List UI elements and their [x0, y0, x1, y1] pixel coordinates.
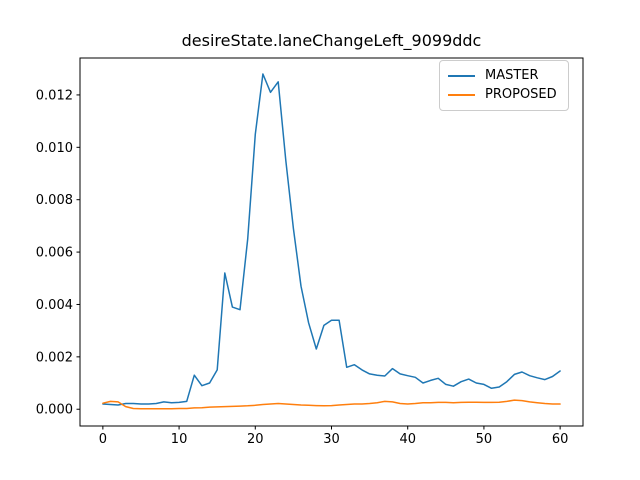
plot-border	[79, 57, 584, 427]
y-tick-label: 0.012	[36, 88, 73, 103]
proposed-line	[102, 399, 561, 410]
x-tick-label: 30	[323, 432, 340, 447]
x-tick-label: 10	[171, 432, 188, 447]
legend-item-master: MASTER	[440, 66, 568, 85]
x-tick-label: 60	[552, 432, 569, 447]
legend-label-proposed: PROPOSED	[485, 87, 557, 102]
y-tick-label: 0.006	[36, 246, 73, 261]
y-tick-label: 0.010	[36, 141, 73, 156]
chart-title: desireState.laneChangeLeft_9099ddc	[181, 31, 482, 50]
legend-item-proposed: PROPOSED	[440, 85, 568, 104]
y-tick-label: 0.000	[36, 403, 73, 418]
x-tick-label: 40	[399, 432, 416, 447]
y-tick-label: 0.008	[36, 193, 73, 208]
legend: MASTER PROPOSED	[439, 60, 569, 111]
x-tick-label: 20	[247, 432, 264, 447]
master-line	[102, 73, 561, 406]
x-tick-label: 0	[99, 432, 107, 447]
x-tick-label: 50	[476, 432, 493, 447]
legend-line-swatch-proposed	[448, 93, 475, 96]
legend-label-master: MASTER	[485, 68, 539, 83]
legend-line-swatch-master	[448, 74, 475, 77]
y-tick-label: 0.002	[36, 350, 73, 365]
y-tick-label: 0.004	[36, 298, 73, 313]
